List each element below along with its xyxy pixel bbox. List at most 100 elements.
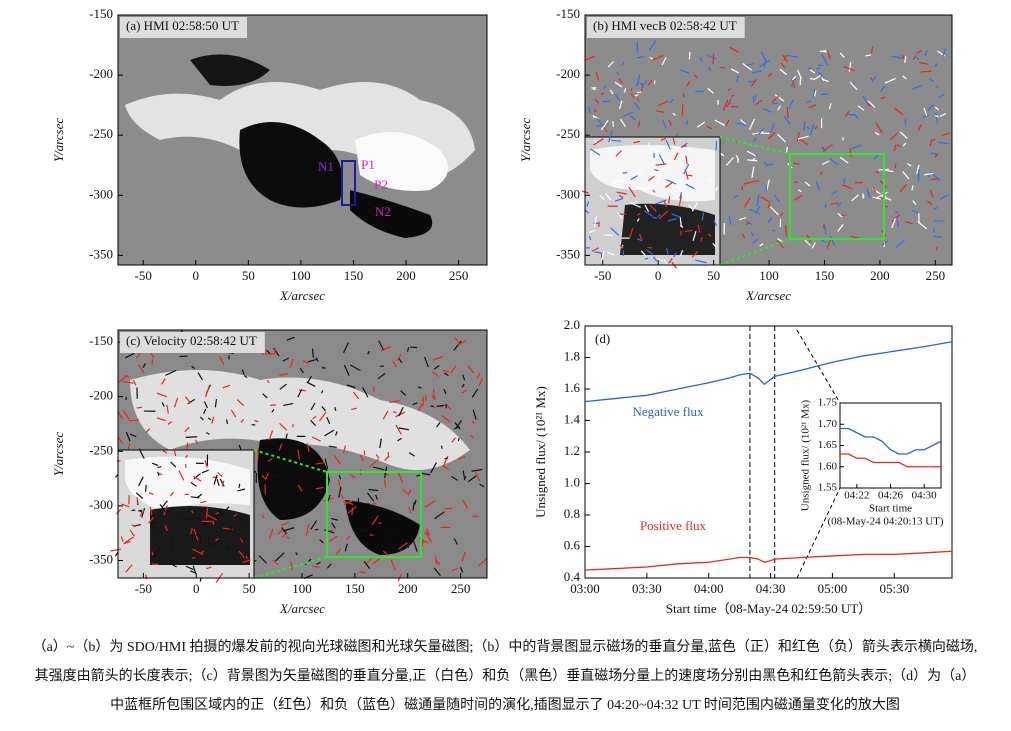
velocity-map-c	[110, 330, 487, 583]
y-tick-label: -300	[89, 497, 113, 512]
vector-arrow	[934, 229, 935, 234]
vector-arrow	[682, 104, 683, 115]
inset-x-label: (08-May-24 04:20:13 UT)	[827, 516, 943, 528]
panel-label: (b) HMI vecB 02:58:42 UT	[593, 18, 737, 33]
y-axis-label: Y/arcsec	[518, 118, 533, 163]
vector-arrow	[854, 81, 855, 84]
x-tick-label: -50	[594, 268, 611, 283]
vector-arrow	[422, 540, 423, 546]
x-tick-label: 200	[396, 268, 416, 283]
caption-line: （a）~（b）为 SDO/HMI 拍摄的爆发前的视向光球磁图和光球矢量磁图;（b…	[33, 638, 978, 655]
vector-arrow	[876, 172, 879, 173]
vector-arrow	[720, 67, 725, 68]
vector-arrow	[441, 446, 442, 449]
inset-x-tick-label: 04:22	[844, 490, 869, 502]
region-annotation: P1	[361, 157, 375, 172]
y-tick-label: -150	[89, 6, 113, 21]
legend-label: Positive flux	[640, 518, 707, 533]
x-tick-label: 50	[243, 581, 256, 596]
x-tick-label: 200	[870, 268, 890, 283]
vector-arrow	[393, 412, 397, 413]
inset-x-tick-label: 04:26	[878, 490, 904, 502]
vector-arrow	[445, 458, 448, 459]
x-tick-label: -50	[135, 268, 152, 283]
vector-arrow	[239, 484, 240, 488]
inset-y-label: Unsigned flux/ (10²¹ Mx)	[800, 399, 812, 511]
vector-arrow	[810, 79, 815, 80]
magnetogram-a	[118, 15, 487, 265]
x-tick-label: -50	[135, 581, 152, 596]
inset-y-tick-label: 1.55	[818, 482, 838, 494]
x-tick-label: 0	[655, 268, 662, 283]
x-axis-label: X/arcsec	[279, 288, 325, 303]
inset-y-tick-label: 1.70	[818, 418, 838, 430]
y-tick-label: 0.4	[564, 569, 581, 584]
x-tick-label: 150	[815, 268, 835, 283]
vector-arrow	[821, 94, 828, 95]
y-tick-label: -200	[89, 66, 113, 81]
vector-arrow	[186, 437, 197, 438]
x-tick-label: 04:30	[756, 581, 786, 596]
x-tick-label: 50	[707, 268, 720, 283]
x-tick-label: 150	[344, 268, 364, 283]
y-tick-label: -250	[89, 442, 113, 457]
vector-arrow	[213, 477, 218, 478]
y-tick-label: 1.4	[564, 411, 581, 426]
y-tick-label: -250	[89, 126, 113, 141]
y-tick-label: 1.0	[564, 474, 580, 489]
inset-y-tick-label: 1.75	[818, 397, 838, 409]
flux-line	[585, 342, 952, 402]
vector-arrow	[787, 147, 788, 153]
vector-arrow	[146, 485, 147, 492]
y-tick-label: 2.0	[564, 317, 580, 332]
x-tick-label: 0	[193, 268, 200, 283]
y-tick-label: 1.8	[564, 348, 580, 363]
x-tick-label: 04:00	[694, 581, 724, 596]
y-tick-label: -350	[89, 552, 113, 567]
region-annotation: P2	[374, 177, 388, 192]
x-tick-label: 150	[345, 581, 365, 596]
x-tick-label: 250	[451, 581, 471, 596]
legend-label: Negative flux	[632, 404, 704, 419]
vector-arrow	[641, 188, 653, 189]
vector-arrow	[352, 508, 353, 515]
y-axis-label: Unsigned flux/ (10²¹ Mx)	[533, 386, 548, 518]
vector-arrow	[749, 81, 755, 82]
x-tick-label: 100	[291, 268, 311, 283]
y-tick-label: 0.8	[564, 506, 580, 521]
vector-arrow	[593, 89, 596, 90]
x-axis-label: Start time（08-May-24 02:59:50 UT）	[666, 601, 871, 616]
vector-arrow	[653, 217, 657, 218]
y-tick-label: -200	[556, 66, 580, 81]
vector-arrow	[200, 536, 201, 542]
caption-line: 其强度由箭头的长度表示;（c）背景图为矢量磁图的垂直分量,正（白色）和负（黑色）…	[35, 667, 976, 684]
y-tick-label: -150	[89, 333, 113, 348]
vector-arrow	[359, 572, 366, 573]
x-tick-label: 100	[292, 581, 312, 596]
inset-frame	[840, 403, 941, 488]
vector-arrow	[713, 54, 714, 65]
x-tick-label: 05:30	[879, 581, 909, 596]
vector-arrow	[312, 349, 313, 358]
y-tick-label: -150	[556, 6, 580, 21]
y-axis-label: Y/arcsec	[51, 432, 66, 477]
inset-y-tick-label: 1.60	[818, 460, 838, 472]
vector-arrow	[844, 178, 845, 184]
inset-x-tick-label: 04:30	[912, 490, 938, 502]
x-tick-label: 100	[759, 268, 779, 283]
vector-arrow	[129, 420, 139, 421]
x-tick-label: 50	[242, 268, 255, 283]
vector-arrow	[820, 51, 826, 52]
vector-arrow	[822, 52, 827, 53]
vector-arrow	[431, 406, 434, 407]
x-tick-label: 03:30	[632, 581, 662, 596]
y-tick-label: -300	[556, 186, 580, 201]
y-tick-label: -250	[556, 126, 580, 141]
vector-arrow	[372, 503, 376, 504]
vector-arrow	[687, 175, 693, 176]
vector-arrow	[171, 560, 175, 561]
panel-label: (d)	[595, 331, 610, 346]
y-tick-label: 1.2	[564, 443, 580, 458]
y-tick-label: 0.6	[564, 537, 581, 552]
